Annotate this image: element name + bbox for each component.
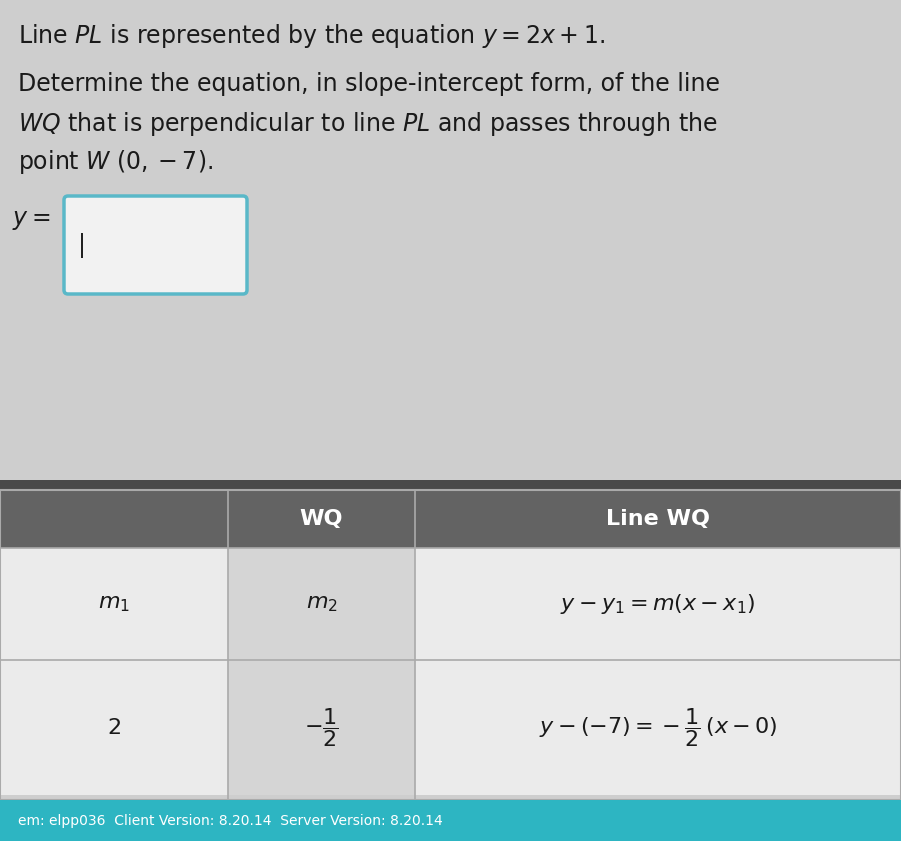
FancyBboxPatch shape [64, 196, 247, 294]
Text: $y - y_1 = m(x - x_1)$: $y - y_1 = m(x - x_1)$ [560, 592, 756, 616]
Text: $m_1$: $m_1$ [98, 594, 130, 614]
FancyBboxPatch shape [415, 548, 901, 660]
Text: $m_2$: $m_2$ [305, 594, 338, 614]
Text: point $\it{W}$ $(0, -7)$.: point $\it{W}$ $(0, -7)$. [18, 148, 214, 176]
Text: $y - (-7) = -\dfrac{1}{2}\,(x - 0)$: $y - (-7) = -\dfrac{1}{2}\,(x - 0)$ [539, 706, 778, 749]
FancyBboxPatch shape [0, 800, 901, 841]
Text: |: | [78, 232, 86, 257]
Text: $-\dfrac{1}{2}$: $-\dfrac{1}{2}$ [305, 706, 339, 749]
Text: Line WQ: Line WQ [606, 509, 710, 529]
FancyBboxPatch shape [0, 480, 901, 500]
Text: $y =$: $y =$ [12, 208, 50, 232]
Text: em: elpp036  Client Version: 8.20.14  Server Version: 8.20.14: em: elpp036 Client Version: 8.20.14 Serv… [18, 813, 442, 828]
FancyBboxPatch shape [415, 660, 901, 795]
Text: Line $\it{PL}$ is represented by the equation $y = 2x + 1$.: Line $\it{PL}$ is represented by the equ… [18, 22, 605, 50]
FancyBboxPatch shape [0, 660, 228, 795]
Text: Determine the equation, in slope-intercept form, of the line: Determine the equation, in slope-interce… [18, 72, 720, 96]
FancyBboxPatch shape [0, 490, 901, 548]
Text: $2$: $2$ [107, 717, 121, 738]
FancyBboxPatch shape [228, 660, 415, 795]
Text: WQ: WQ [300, 509, 343, 529]
FancyBboxPatch shape [0, 548, 228, 660]
FancyBboxPatch shape [228, 548, 415, 660]
Text: $\it{WQ}$ that is perpendicular to line $\it{PL}$ and passes through the: $\it{WQ}$ that is perpendicular to line … [18, 110, 718, 138]
